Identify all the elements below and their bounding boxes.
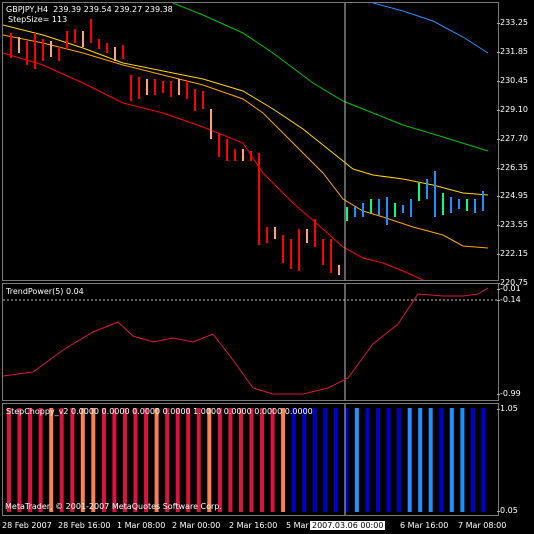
band-yellow-line — [3, 24, 489, 196]
stepchoppy-bar — [123, 408, 127, 512]
band-blue-line — [372, 3, 489, 54]
time-label: 28 Feb 2007 — [2, 521, 52, 530]
tp-tick-1: -0.01 — [497, 284, 521, 293]
stepchoppy-bar — [376, 408, 380, 512]
stepchoppy-bar — [354, 408, 359, 512]
crosshair-time-label: 2007.03.06 00:00 — [310, 521, 386, 530]
stepchoppy-bar — [449, 408, 454, 512]
time-label: 2 Mar 00:00 — [172, 521, 221, 530]
sc-tick-1: 1.05 — [497, 404, 518, 413]
stepchoppy-bar — [165, 408, 170, 512]
stepchoppy-bar — [460, 408, 465, 512]
stepchoppy-bars — [7, 408, 486, 512]
stepchoppy-bar — [481, 408, 486, 512]
stepchoppy-bar — [249, 408, 254, 512]
trendpower-line — [3, 287, 489, 395]
price-tick: 222.15 — [497, 249, 528, 259]
stepchoppy-bar — [59, 408, 64, 512]
tp-tick-3: -0.99 — [497, 389, 521, 398]
stepchoppy-bar — [365, 408, 370, 512]
stepchoppy-title: StepChoppy_v2 0.0000 0.0000 0.0000 0.000… — [6, 407, 313, 416]
stepchoppy-bar — [144, 408, 149, 512]
stepchoppy-bar — [207, 408, 212, 512]
price-tick: 230.45 — [497, 75, 528, 85]
band-green-line — [172, 3, 489, 152]
stepchoppy-bar — [386, 408, 391, 512]
price-chart-svg — [3, 3, 489, 280]
stepchoppy-bar — [101, 408, 106, 512]
trendpower-svg — [3, 284, 498, 400]
price-tick: 233.25 — [497, 18, 528, 27]
stepchoppy-bar — [439, 408, 444, 512]
stepchoppy-bar — [91, 408, 96, 512]
stepchoppy-bar — [312, 408, 317, 512]
stepchoppy-bar — [49, 408, 54, 512]
stepchoppy-bar — [344, 408, 349, 512]
stepchoppy-bar — [196, 408, 201, 512]
stepsize-label: StepSize= 113 — [8, 15, 68, 24]
stepchoppy-bar — [80, 408, 85, 512]
stepchoppy-bar — [175, 408, 180, 512]
price-tick: 226.35 — [497, 162, 528, 172]
trendpower-title: TrendPower(5) 0.04 — [6, 287, 84, 296]
price-tick: 227.70 — [497, 133, 528, 143]
symbol-label: GBPJPY,H4 239.39 239.54 239.27 239.38 — [6, 5, 173, 14]
stepchoppy-bar — [228, 408, 233, 512]
trendpower-axis: -0.01 -0.14 -0.99 — [497, 283, 534, 401]
stepchoppy-bar — [418, 408, 423, 512]
stepchoppy-bar — [70, 408, 75, 512]
ohlc-text: 239.39 239.54 239.27 239.38 — [53, 5, 173, 14]
stepchoppy-bar — [17, 408, 22, 512]
stepchoppy-bar — [397, 408, 402, 512]
time-label: 2 Mar 16:00 — [229, 521, 278, 530]
symbol-text: GBPJPY,H4 — [6, 5, 49, 14]
stepchoppy-bar — [7, 408, 11, 512]
price-chart-pane[interactable]: GBPJPY,H4 239.39 239.54 239.27 239.38 St… — [2, 2, 499, 281]
stepchoppy-bar — [217, 408, 222, 512]
price-tick: 223.55 — [497, 220, 528, 230]
stepchoppy-bar — [407, 408, 412, 512]
price-tick: 231.85 — [497, 46, 528, 56]
stepchoppy-bar — [291, 408, 296, 512]
stepchoppy-bar — [112, 408, 117, 512]
price-tick: 224.95 — [497, 191, 528, 201]
time-label: 6 Mar 16:00 — [400, 521, 449, 530]
copyright-text: MetaTrader, © 2001-2007 MetaQuotes Softw… — [5, 502, 222, 511]
trendpower-pane[interactable]: TrendPower(5) 0.04 — [2, 283, 499, 401]
stepchoppy-bar — [260, 408, 264, 512]
time-label: 5 Mar — [286, 521, 309, 530]
stepchoppy-axis: 1.05 0.05 — [497, 403, 534, 516]
stepchoppy-bar — [270, 408, 275, 512]
stepchoppy-bar — [281, 408, 286, 512]
time-label: 7 Mar 08:00 — [458, 521, 507, 530]
stepchoppy-bar — [28, 408, 33, 512]
stepchoppy-bar — [38, 408, 43, 512]
stepchoppy-bar — [428, 408, 433, 512]
tp-tick-2: -0.14 — [497, 295, 521, 304]
stepchoppy-svg — [7, 404, 486, 515]
stepchoppy-bar — [470, 408, 475, 512]
candles-group — [10, 19, 484, 275]
price-axis[interactable]: 233.25 231.85 230.45 229.10 227.70 226.35 224.… — [497, 2, 534, 287]
band-red-line — [3, 52, 424, 280]
band-orange-line — [3, 34, 489, 249]
sc-tick-2: 0.05 — [497, 506, 518, 515]
stepchoppy-bar — [133, 408, 138, 512]
stepchoppy-bar — [154, 408, 159, 512]
time-label: 28 Feb 16:00 — [58, 521, 111, 530]
time-label: 1 Mar 08:00 — [117, 521, 166, 530]
stepchoppy-pane[interactable]: StepChoppy_v2 0.0000 0.0000 0.0000 0.000… — [2, 403, 499, 516]
stepchoppy-bar — [186, 408, 191, 512]
stepchoppy-bar — [302, 408, 307, 512]
stepchoppy-bar — [239, 408, 243, 512]
price-tick: 229.10 — [497, 104, 528, 114]
stepchoppy-bar — [323, 408, 328, 512]
stepchoppy-bar — [333, 408, 338, 512]
time-axis[interactable]: 28 Feb 2007 28 Feb 16:00 1 Mar 08:00 2 M… — [0, 518, 534, 534]
